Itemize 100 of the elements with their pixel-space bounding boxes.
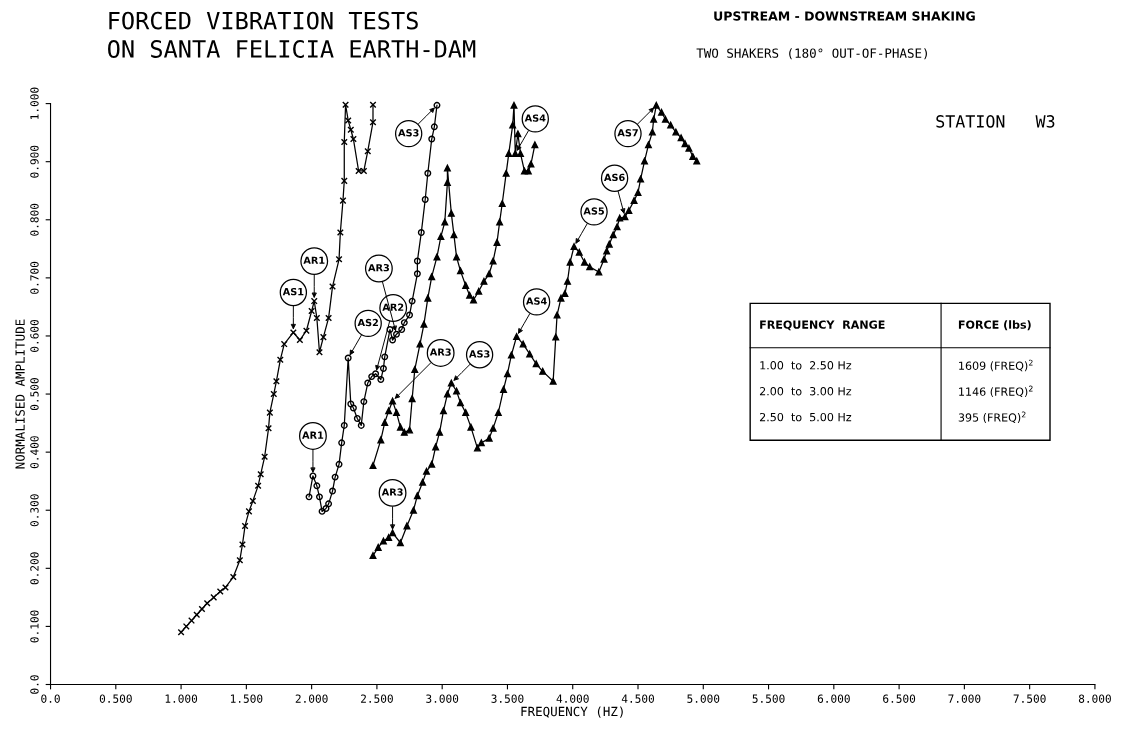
x-tick-label: 4.000 <box>556 694 589 703</box>
point <box>430 123 438 131</box>
point <box>270 390 278 398</box>
point <box>339 197 347 205</box>
x-tick-label: 1.500 <box>230 694 263 703</box>
point <box>310 297 318 305</box>
annotation: STATION W3 <box>936 115 1055 128</box>
text: UPSTREAM - DOWNSTREAM SHAKING <box>714 11 975 21</box>
x-tick-label: 8.000 <box>1078 694 1111 703</box>
point <box>389 336 397 344</box>
point <box>381 353 389 361</box>
point <box>443 164 451 172</box>
annotation: AS2 <box>357 318 378 327</box>
point <box>188 617 196 625</box>
y-axis-title: NORMALISED AMPLITUDE <box>15 319 25 469</box>
point <box>369 118 377 126</box>
y-tick-label: 0.800 <box>30 203 39 236</box>
point <box>302 327 310 335</box>
annotation: AR2 <box>382 303 404 311</box>
annotation: AS3 <box>398 129 419 137</box>
point <box>381 419 389 426</box>
point <box>416 340 424 348</box>
point <box>443 179 451 187</box>
x-tick-label: 5.500 <box>752 694 785 703</box>
point <box>447 209 455 217</box>
point <box>496 218 504 226</box>
point <box>313 482 321 490</box>
x-tick-label: 7.500 <box>1013 694 1046 703</box>
annotation: AS7 <box>617 129 638 137</box>
point <box>272 377 280 385</box>
point <box>421 195 429 203</box>
annotation: AR3 <box>368 264 389 272</box>
point <box>357 421 365 429</box>
point <box>514 130 522 138</box>
y-tick-label: 0.600 <box>30 319 39 352</box>
point <box>325 314 333 322</box>
point <box>385 407 393 415</box>
point <box>193 611 201 619</box>
point <box>428 273 436 281</box>
point <box>177 628 185 636</box>
point <box>245 507 253 515</box>
x-tick-label: 0.500 <box>99 694 132 703</box>
point <box>289 329 297 336</box>
point <box>475 287 483 295</box>
annotation: AR3 <box>429 348 451 356</box>
point <box>265 424 273 432</box>
y-tick-label: 0.300 <box>30 494 39 527</box>
point <box>254 482 262 490</box>
point <box>398 326 406 334</box>
point <box>210 593 218 601</box>
point <box>182 622 190 630</box>
point <box>417 229 425 237</box>
point <box>510 101 518 109</box>
point <box>377 436 385 444</box>
point <box>408 395 416 403</box>
point <box>502 169 510 177</box>
annotation: AS1 <box>282 287 304 296</box>
point <box>406 426 414 434</box>
point <box>517 150 524 158</box>
annotation: AS3 <box>469 350 490 358</box>
point <box>420 320 428 328</box>
point <box>331 473 339 481</box>
point <box>393 409 400 417</box>
annotation: AR3 <box>381 488 403 496</box>
x-tick-label: 2.500 <box>361 694 393 703</box>
point <box>369 101 377 109</box>
annotation: AS4 <box>524 114 546 122</box>
point <box>266 409 274 417</box>
point <box>353 414 361 422</box>
point <box>249 497 257 505</box>
x-tick-label: 3.500 <box>491 694 524 703</box>
point <box>315 348 323 356</box>
point <box>509 121 517 129</box>
point <box>485 270 493 278</box>
point <box>325 500 333 508</box>
point <box>349 404 357 412</box>
y-tick-label: 0.500 <box>30 378 39 411</box>
y-tick-label: 0.100 <box>30 610 39 643</box>
point <box>229 573 237 581</box>
point <box>329 283 336 291</box>
x-tick-label: 3.000 <box>426 694 459 703</box>
point <box>296 336 304 344</box>
point <box>437 233 445 241</box>
point <box>433 253 441 261</box>
point <box>319 333 327 341</box>
point <box>336 229 344 237</box>
point <box>257 470 265 478</box>
point <box>360 398 368 406</box>
y-tick-label: 1.000 <box>30 87 39 119</box>
point <box>441 218 449 226</box>
point <box>369 462 377 469</box>
point <box>456 267 464 275</box>
annotation: AR1 <box>303 256 325 264</box>
point <box>305 493 313 501</box>
x-tick-label: 5.000 <box>687 694 720 703</box>
point <box>349 135 357 143</box>
y-tick-label: 0.900 <box>30 145 39 178</box>
annotation: AS4 <box>526 297 547 305</box>
annotation: AS6 <box>604 173 625 182</box>
point <box>372 370 380 378</box>
